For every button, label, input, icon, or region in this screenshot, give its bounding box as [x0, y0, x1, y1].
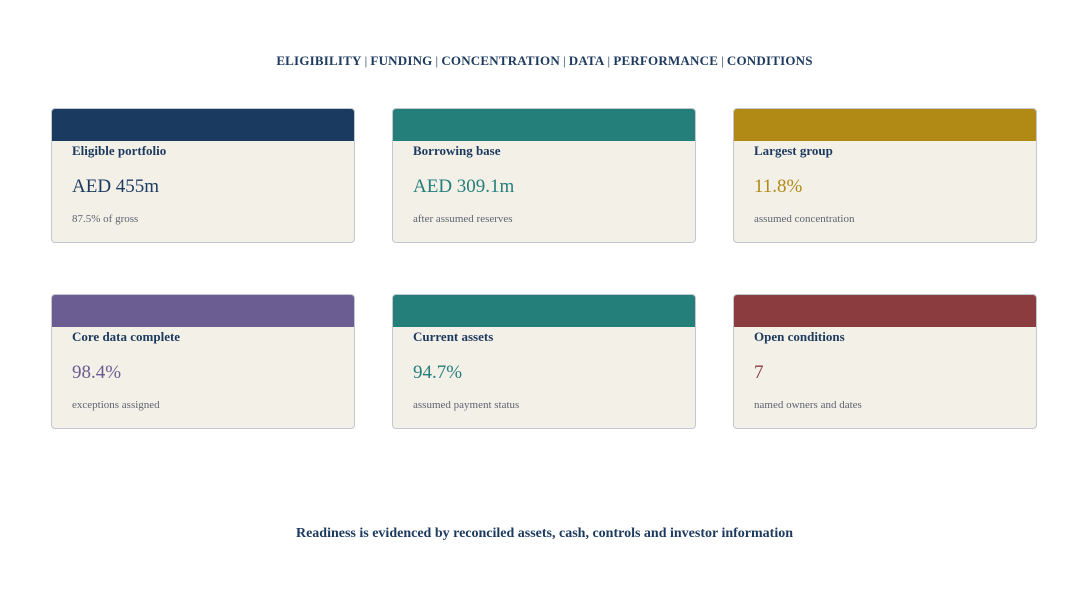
- nav-separator: |: [364, 53, 368, 68]
- section-nav: ELIGIBILITY | FUNDING | CONCENTRATION | DATA | P…: [0, 53, 1089, 69]
- card-value: AED 309.1m: [413, 176, 515, 197]
- nav-item-eligibility[interactable]: ELIGIBILITY: [276, 53, 362, 68]
- card-label: Open conditions: [754, 329, 845, 344]
- card-header-bar: [734, 109, 1036, 141]
- card-value: 7: [754, 362, 764, 383]
- nav-item-performance[interactable]: PERFORMANCE: [613, 53, 719, 68]
- card-label: Largest group: [754, 143, 833, 158]
- nav-item-concentration[interactable]: CONCENTRATION: [441, 53, 560, 68]
- card-subtext: assumed payment status: [413, 399, 520, 411]
- card-value: AED 455m: [72, 176, 160, 197]
- card-label: Core data complete: [72, 329, 181, 344]
- card-subtext: assumed concentration: [754, 213, 855, 225]
- card-subtext: 87.5% of gross: [72, 213, 139, 225]
- nav-item-conditions[interactable]: CONDITIONS: [726, 53, 813, 68]
- card-subtext: exceptions assigned: [72, 399, 160, 411]
- card-header-bar: [393, 295, 695, 327]
- card-header-bar: [52, 109, 354, 141]
- card-current-assets: Current assets 94.7% assumed payment sta…: [392, 294, 696, 429]
- nav-separator: |: [607, 53, 611, 68]
- nav-item-funding[interactable]: FUNDING: [370, 53, 433, 68]
- card-value: 94.7%: [413, 362, 463, 383]
- nav-separator: |: [562, 53, 566, 68]
- card-eligible-portfolio: Eligible portfolio AED 455m 87.5% of gro…: [51, 108, 355, 243]
- card-borrowing-base: Borrowing base AED 309.1m after assumed …: [392, 108, 696, 243]
- nav-separator: |: [435, 53, 439, 68]
- card-core-data-complete: Core data complete 98.4% exceptions assi…: [51, 294, 355, 429]
- card-label: Eligible portfolio: [72, 143, 167, 158]
- card-label: Current assets: [413, 329, 494, 344]
- card-open-conditions: Open conditions 7 named owners and dates: [733, 294, 1037, 429]
- card-value: 98.4%: [72, 362, 122, 383]
- card-header-bar: [52, 295, 354, 327]
- nav-separator: |: [721, 53, 724, 68]
- footer-statement: Readiness is evidenced by reconciled ass…: [295, 526, 793, 541]
- card-label: Borrowing base: [413, 143, 501, 158]
- card-value: 11.8%: [754, 176, 803, 197]
- card-header-bar: [734, 295, 1036, 327]
- nav-item-data[interactable]: DATA: [568, 53, 605, 68]
- card-header-bar: [393, 109, 695, 141]
- card-largest-group: Largest group 11.8% assumed concentratio…: [733, 108, 1037, 243]
- card-subtext: named owners and dates: [754, 399, 862, 411]
- card-subtext: after assumed reserves: [413, 213, 513, 225]
